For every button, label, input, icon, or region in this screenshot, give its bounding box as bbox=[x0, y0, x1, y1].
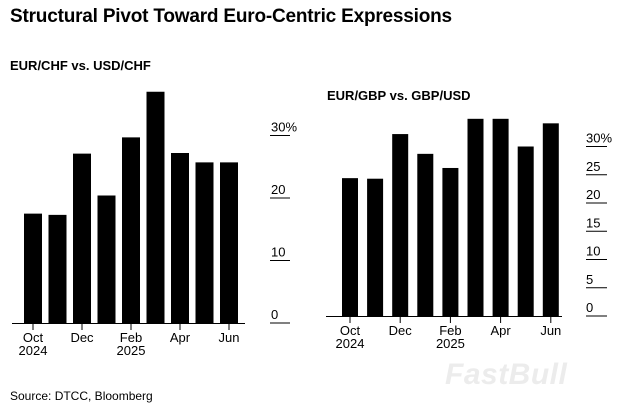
eurgbp-x-tick-year-0: 2024 bbox=[336, 336, 365, 351]
eurgbp-bar-8 bbox=[542, 123, 559, 317]
eurgbp-bar-4 bbox=[442, 167, 459, 316]
eurgbp-y-tick-label-6: 30% bbox=[586, 131, 612, 146]
eurgbp-y-tick-label-0: 0 bbox=[586, 300, 593, 315]
eurchf-bar-8 bbox=[220, 162, 238, 323]
page-title: Structural Pivot Toward Euro-Centric Exp… bbox=[10, 6, 452, 27]
eurchf-y-tick-label-1: 10 bbox=[271, 245, 285, 260]
eurgbp-x-tick-year-2: 2025 bbox=[436, 336, 465, 351]
eurgbp-bar-3 bbox=[417, 153, 434, 316]
eurchf-bar-4 bbox=[122, 137, 140, 323]
eurgbp-bar-1 bbox=[367, 178, 384, 316]
eurgbp-y-tick-label-2: 10 bbox=[586, 244, 600, 259]
eurchf-bar-2 bbox=[73, 153, 91, 323]
eurchf-x-tick-label-1: Dec bbox=[70, 330, 94, 345]
eurchf-y-tick-label-0: 0 bbox=[271, 307, 278, 322]
eurgbp-x-tick-label-1: Dec bbox=[389, 323, 413, 338]
eurchf-bar-7 bbox=[195, 162, 214, 323]
eurgbp-y-tick-label-4: 20 bbox=[586, 187, 600, 202]
fastbull-watermark: FastBull bbox=[445, 358, 568, 391]
eurgbp-y-tick-label-1: 5 bbox=[586, 272, 593, 287]
eurchf-bar-1 bbox=[48, 214, 67, 323]
eurgbp-bar-7 bbox=[517, 146, 534, 316]
eurgbp-y-tick-label-3: 15 bbox=[586, 215, 600, 230]
eurchf-x-tick-label-0: Oct bbox=[23, 330, 44, 345]
source-note: Source: DTCC, Bloomberg bbox=[10, 389, 153, 403]
eurgbp-x-tick-label-2: Feb bbox=[439, 323, 461, 338]
eurgbp-bar-5 bbox=[467, 118, 484, 316]
eurgbp-bar-6 bbox=[492, 118, 509, 316]
eurchf-x-tick-label-3: Apr bbox=[170, 330, 191, 345]
eurchf-bar-5 bbox=[146, 91, 165, 323]
eurgbp-bar-2 bbox=[392, 134, 409, 316]
eurchf-x-tick-label-2: Feb bbox=[120, 330, 142, 345]
eurgbp-x-tick-label-0: Oct bbox=[340, 323, 361, 338]
eurchf-bar-6 bbox=[171, 153, 189, 323]
eurgbp-x-tick-label-3: Apr bbox=[490, 323, 511, 338]
eurchf-x-tick-year-2: 2025 bbox=[117, 343, 146, 358]
eurchf-y-tick-label-2: 20 bbox=[271, 182, 285, 197]
eurchf-x-tick-year-0: 2024 bbox=[19, 343, 48, 358]
eurchf-bar-0 bbox=[24, 213, 42, 323]
eurchf-y-tick-label-3: 30% bbox=[271, 120, 297, 135]
eurchf-bar-3 bbox=[97, 195, 116, 323]
eurgbp-x-tick-label-4: Jun bbox=[540, 323, 561, 338]
eurgbp-bar-0 bbox=[342, 178, 358, 316]
chart-title-eurchf: EUR/CHF vs. USD/CHF bbox=[10, 58, 151, 73]
chart-title-eurgbp: EUR/GBP vs. GBP/USD bbox=[327, 88, 471, 103]
eurchf-x-tick-label-4: Jun bbox=[219, 330, 240, 345]
eurgbp-y-tick-label-5: 25 bbox=[586, 159, 600, 174]
